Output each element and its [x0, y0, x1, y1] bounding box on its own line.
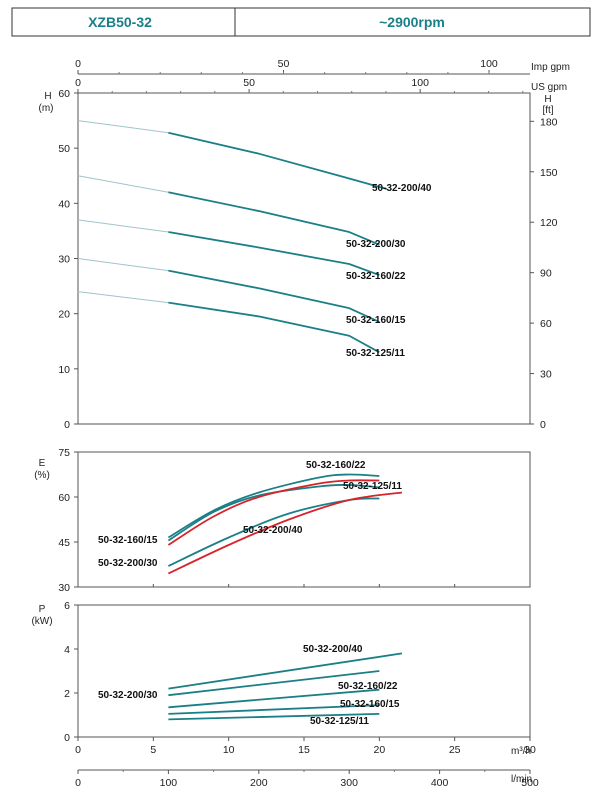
pow-ylabel: P: [39, 604, 46, 615]
head-curve-extension: [78, 220, 168, 232]
head-curve-extension: [78, 259, 168, 271]
eff-ytick-label: 60: [58, 492, 70, 504]
eff-curve-label: 50-32-160/22: [306, 460, 366, 471]
lmin-tick-label: 200: [250, 777, 268, 789]
pow-ytick-label: 0: [64, 732, 70, 744]
head-curve-label: 50-32-200/40: [372, 183, 432, 194]
head-ytick-label: 60: [58, 88, 70, 100]
head-ytick-label: 30: [58, 254, 70, 266]
eff-curve-label: 50-32-125/11: [343, 481, 402, 492]
head-ytick-label: 50: [58, 143, 70, 155]
imp-gpm-tick-label: 50: [278, 58, 290, 70]
head-ytick-label: 10: [58, 364, 70, 376]
eff-ytick-label: 75: [58, 447, 70, 459]
us-gpm-tick-label: 50: [243, 77, 255, 89]
power-curve-label: 50-32-125/11: [310, 716, 369, 727]
m3h-tick-label: 10: [223, 744, 235, 756]
lmin-tick-label: 300: [340, 777, 358, 789]
header-table: XZB50-32 ~2900rpm: [12, 8, 590, 36]
head-curve: [168, 133, 386, 189]
head-ylabel: H: [44, 91, 51, 102]
eff-ylabel: E: [39, 458, 46, 469]
speed-title: ~2900rpm: [379, 14, 445, 30]
head-curve-label: 50-32-200/30: [346, 239, 406, 250]
power-curve-label: 50-32-200/40: [303, 644, 363, 655]
lmin-tick-label: 500: [521, 777, 539, 789]
us-gpm-tick-label: 100: [411, 77, 429, 89]
m3h-tick-label: 0: [75, 744, 81, 756]
lmin-tick-label: 0: [75, 777, 81, 789]
power-curve-label: 50-32-160/15: [340, 699, 400, 710]
m3h-tick-label: 30: [524, 744, 536, 756]
pow-ylabel-unit: (kW): [31, 616, 52, 627]
head-ytick-right-label: 30: [540, 369, 552, 381]
us-gpm-tick-label: 0: [75, 77, 81, 89]
pow-ytick-label: 2: [64, 688, 70, 700]
eff-curve-label: 50-32-200/40: [243, 525, 303, 536]
m3h-tick-label: 20: [373, 744, 385, 756]
head-curve: [168, 303, 379, 353]
eff-ytick-label: 45: [58, 537, 70, 549]
lmin-tick-label: 100: [160, 777, 178, 789]
head-ytick-right-label: 180: [540, 116, 558, 128]
head-curve-label: 50-32-160/15: [346, 315, 406, 326]
model-title: XZB50-32: [88, 14, 152, 30]
eff-ytick-label: 30: [58, 582, 70, 594]
imp-gpm-tick-label: 100: [480, 58, 498, 70]
pow-ytick-label: 6: [64, 600, 70, 612]
efficiency-chart: E (%) 30 45 60 75 50-32-160/22 50-32-125/11 5…: [34, 447, 530, 594]
lmin-tick-label: 400: [431, 777, 449, 789]
head-ylabel-right-unit: [ft]: [542, 105, 553, 116]
us-gpm-unit: US gpm: [531, 82, 567, 93]
power-curve-label: 50-32-160/22: [338, 681, 398, 692]
head-ytick-label: 20: [58, 309, 70, 321]
pow-ytick-label: 4: [64, 644, 70, 656]
head-curve-label: 50-32-160/22: [346, 271, 406, 282]
head-curve-label: 50-32-125/11: [346, 348, 405, 359]
head-ytick-right-label: 0: [540, 419, 546, 431]
m3h-tick-label: 25: [449, 744, 461, 756]
head-ytick-right-label: 60: [540, 318, 552, 330]
head-curve-extension: [78, 292, 168, 303]
m3h-tick-label: 15: [298, 744, 310, 756]
head-curve-extension: [78, 121, 168, 133]
imp-gpm-unit: Imp gpm: [531, 62, 570, 73]
head-ylabel-unit: (m): [39, 103, 54, 114]
imp-gpm-tick-label: 0: [75, 58, 81, 70]
head-ytick-label: 40: [58, 198, 70, 210]
head-curve-extension: [78, 176, 168, 193]
eff-ylabel-unit: (%): [34, 470, 50, 481]
head-ytick-right-label: 90: [540, 268, 552, 280]
m3h-tick-label: 5: [150, 744, 156, 756]
head-chart: H (m) H [ft] Imp gpm US gpm 0 10 20 30 40 50 6…: [39, 58, 600, 431]
power-curve-label: 50-32-200/30: [98, 690, 158, 701]
head-ytick-label: 0: [64, 419, 70, 431]
head-ytick-right-label: 120: [540, 217, 558, 229]
head-ylabel-right: H: [544, 94, 551, 105]
eff-curve-label: 50-32-160/15: [98, 535, 158, 546]
eff-curve-label: 50-32-200/30: [98, 558, 158, 569]
head-ytick-right-label: 150: [540, 167, 558, 179]
